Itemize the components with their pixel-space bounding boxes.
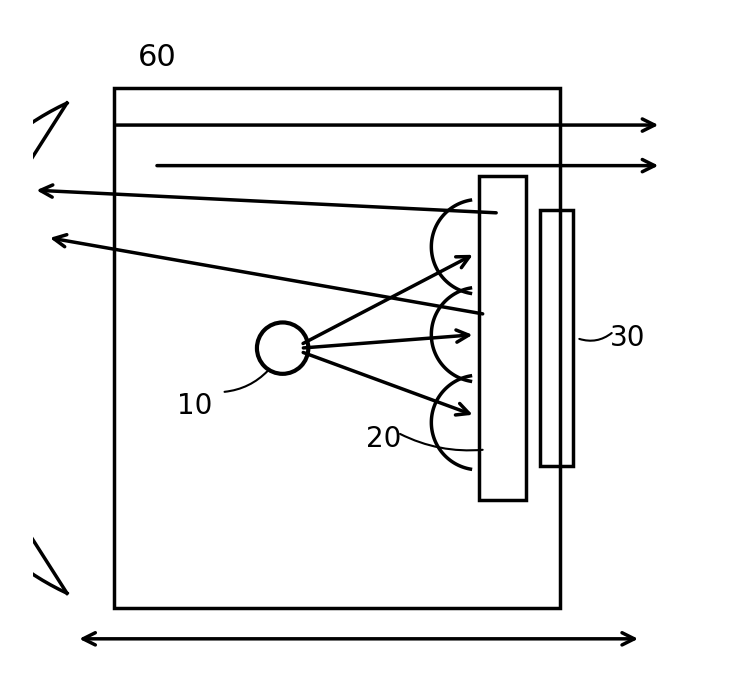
Text: 10: 10 bbox=[177, 391, 213, 420]
Text: 20: 20 bbox=[366, 425, 402, 454]
Text: 30: 30 bbox=[610, 324, 645, 352]
Bar bbox=[479, 176, 526, 500]
Bar bbox=[539, 210, 574, 466]
Text: 60: 60 bbox=[138, 43, 177, 72]
Bar bbox=[113, 88, 559, 608]
